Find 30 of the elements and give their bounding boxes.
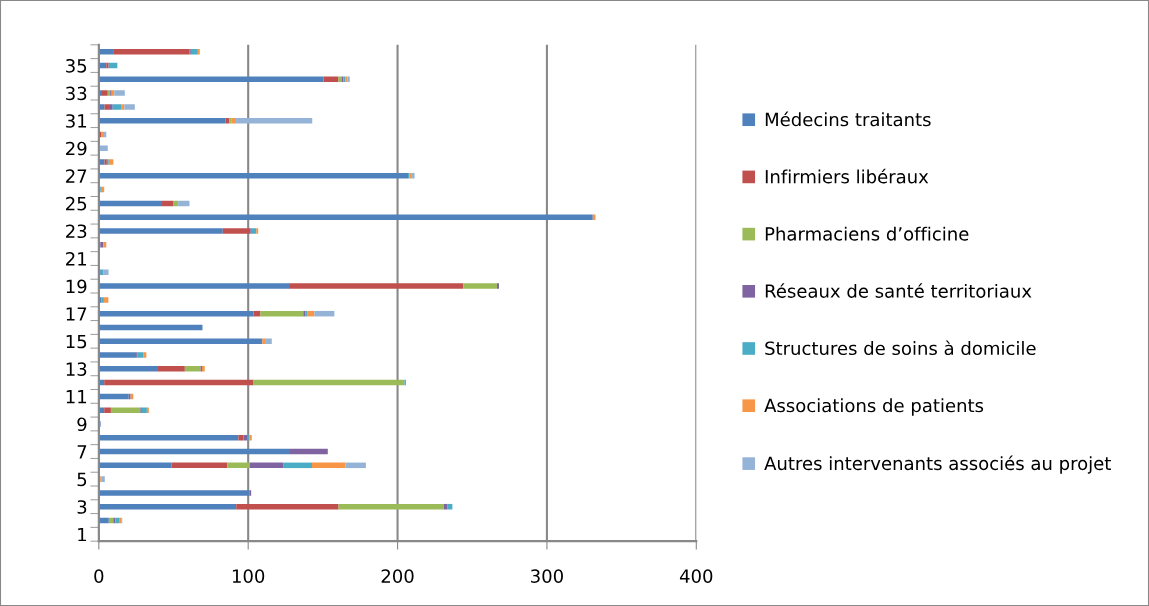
- y-tick-label: 35: [66, 58, 87, 73]
- legend-label: Réseaux de santé territoriaux: [765, 283, 1032, 298]
- y-tick-label: 13: [66, 362, 87, 376]
- legend-label: Autres intervenants associés au projet: [764, 455, 1111, 474]
- x-tick-label: 200: [381, 569, 414, 583]
- y-tick-label: 33: [66, 86, 87, 101]
- x-tick-label: 400: [679, 569, 713, 583]
- y-tick-label: 21: [66, 251, 87, 266]
- y-tick-label: 5: [77, 472, 87, 487]
- x-tick-label: 0: [94, 569, 104, 583]
- y-tick-label: 17: [66, 307, 87, 321]
- y-tick-label: 29: [66, 141, 87, 156]
- y-tick-label: 19: [66, 279, 87, 294]
- y-tick-label: 9: [77, 417, 87, 432]
- legend-label: Infirmiers libéraux: [765, 168, 929, 184]
- y-tick-label: 7: [77, 445, 87, 459]
- x-tick-label: 300: [531, 569, 563, 583]
- y-tick-label: 3: [77, 500, 87, 514]
- y-tick-label: 31: [66, 114, 87, 128]
- legend-label: Médecins traitants: [765, 111, 931, 127]
- legend-label: Pharmaciens d’officine: [765, 226, 969, 241]
- y-tick-label: 1: [78, 527, 87, 542]
- legend-label: Associations de patients: [764, 398, 984, 416]
- x-tick-label: 100: [232, 569, 265, 583]
- y-tick-label: 11: [66, 390, 87, 404]
- y-tick-label: 23: [66, 224, 87, 239]
- legend-label: Structures de soins à domicile: [765, 340, 1036, 356]
- y-tick-label: 27: [66, 169, 87, 183]
- y-tick-label: 15: [66, 334, 87, 349]
- y-tick-label: 25: [66, 196, 87, 211]
